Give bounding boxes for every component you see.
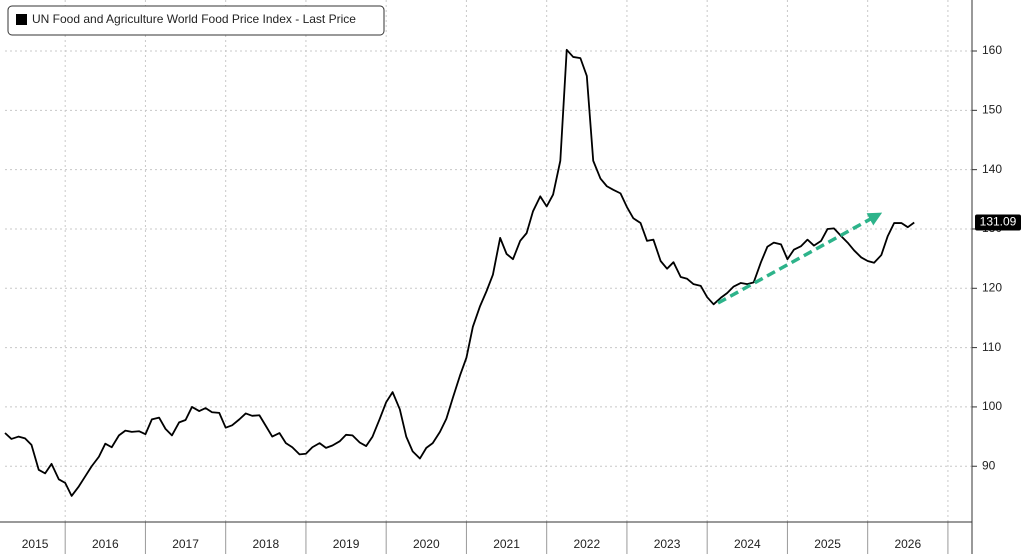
last-value-box (975, 214, 1021, 231)
x-tick-label: 2023 (654, 537, 681, 551)
y-tick-label: 100 (982, 399, 1002, 413)
x-tick-label: 2020 (413, 537, 440, 551)
y-tick-label: 90 (982, 458, 996, 472)
x-tick-label: 2017 (172, 537, 199, 551)
legend-swatch (16, 14, 27, 25)
y-tick-label: 120 (982, 280, 1002, 294)
grid (5, 0, 972, 522)
y-tick-label: 140 (982, 162, 1002, 176)
line-series (4, 48, 915, 497)
legend-label: UN Food and Agriculture World Food Price… (32, 12, 356, 26)
y-tick-label: 110 (982, 340, 1001, 354)
x-tick-label: 2024 (734, 537, 761, 551)
x-tick-label: 2016 (92, 537, 119, 551)
x-tick-label: 2019 (333, 537, 360, 551)
trend-arrow (717, 212, 883, 305)
legend (7, 5, 385, 36)
y-tick-label: 150 (982, 103, 1002, 117)
last-value-label: 131.09 (980, 215, 1017, 229)
x-tick-label: 2026 (894, 537, 921, 551)
x-tick-label: 2018 (252, 537, 279, 551)
y-tick-label: 160 (982, 43, 1002, 57)
x-tick-label: 2025 (814, 537, 841, 551)
x-tick-label: 2021 (493, 537, 520, 551)
x-tick-label: 2015 (22, 537, 49, 551)
x-tick-label: 2022 (573, 537, 600, 551)
plot (4, 48, 915, 497)
